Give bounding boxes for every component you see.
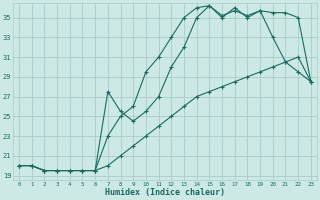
X-axis label: Humidex (Indice chaleur): Humidex (Indice chaleur) [105, 188, 225, 197]
